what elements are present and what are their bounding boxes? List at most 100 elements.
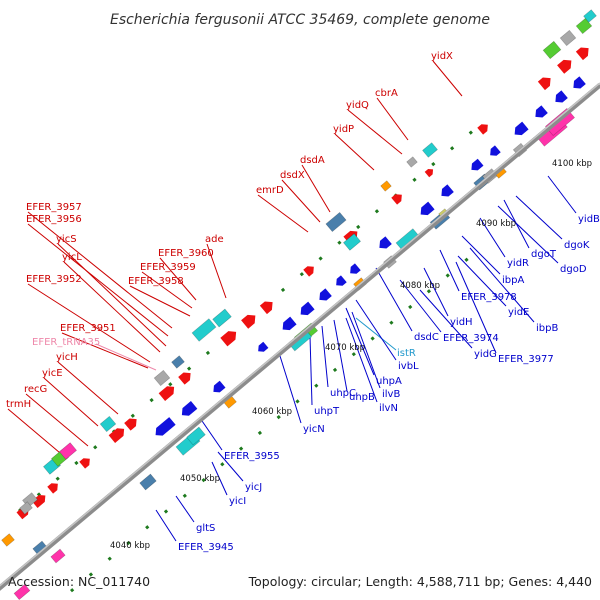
tick-mark (337, 240, 342, 245)
forward-gene (158, 386, 175, 401)
tick-mark (74, 460, 79, 466)
gene-shape (535, 105, 548, 118)
annotation-block (13, 584, 31, 600)
gene-label-reverse: uhpA (376, 376, 402, 387)
label-leader-reverse (399, 279, 442, 333)
reverse-gene (471, 158, 484, 171)
accession-text: Accession: NC_011740 (8, 574, 150, 589)
gene-label-forward: EFER_3951 (60, 323, 116, 334)
label-leader-reverse (515, 195, 563, 240)
tick-mark (145, 525, 150, 530)
gene-label-reverse: EFER_3974 (443, 333, 499, 344)
forward-gene (575, 47, 589, 61)
label-leader-reverse (155, 509, 177, 542)
gene-shape (99, 415, 117, 433)
annotation-block (542, 40, 562, 60)
label-leader-reverse (279, 355, 302, 424)
kbp-marker-4050: 4050 kbp (180, 474, 220, 484)
gene-label-forward: EFER_3958 (128, 276, 184, 287)
label-leader-reverse (321, 325, 329, 388)
label-leader-forward (129, 285, 191, 317)
gene-shape (575, 47, 589, 61)
gene-label-reverse: EFER_3955 (224, 451, 280, 462)
gene-label-forward: dsdA (300, 155, 325, 166)
tick-mark (295, 399, 300, 404)
gene-shape (559, 29, 577, 47)
gene-label-reverse: yidG (474, 349, 497, 360)
label-leader-reverse (199, 417, 223, 451)
label-leader-lines (7, 60, 577, 542)
gene-label-forward: EFER_3956 (26, 214, 82, 225)
label-leader-forward (63, 261, 161, 353)
tick-mark (276, 414, 281, 420)
tick-mark (445, 273, 450, 278)
gene-shape (241, 314, 256, 329)
gene-label-reverse: ibpB (536, 323, 558, 334)
tick-mark (389, 320, 394, 325)
label-leader-forward (432, 60, 463, 97)
gene-shape (350, 263, 361, 274)
forward-gene (424, 168, 434, 178)
tick-mark (374, 209, 380, 214)
gene-label-forward: dsdX (280, 170, 305, 181)
kbp-marker-4100: 4100 kbp (552, 159, 592, 169)
tick-mark (408, 304, 413, 310)
reverse-gene (555, 90, 568, 103)
gene-shape (555, 90, 568, 103)
label-leader-reverse (419, 289, 473, 349)
annotation-block (406, 156, 418, 168)
label-leader-forward (57, 361, 119, 415)
gene-shape (583, 9, 597, 23)
tick-mark (332, 367, 338, 372)
gene-label-reverse: uhpB (349, 392, 375, 403)
tick-mark (88, 572, 94, 577)
tick-mark (318, 256, 323, 261)
kbp-marker-4090: 4090 kbp (476, 219, 516, 229)
gene-label-forward: EFER_3952 (26, 274, 82, 285)
gene-shape (441, 184, 454, 197)
tick-mark (450, 146, 455, 151)
gene-shape (153, 369, 171, 387)
forward-gene (79, 458, 90, 469)
label-leader-forward (43, 377, 99, 427)
gene-label-reverse: dgoT (531, 249, 557, 260)
annotation-block (186, 426, 206, 446)
gene-shape (424, 168, 434, 178)
reverse-gene (300, 301, 315, 316)
label-leader-forward (61, 332, 149, 369)
label-leader-forward (7, 408, 67, 459)
forward-gene (303, 266, 314, 277)
label-leader-reverse (479, 217, 506, 258)
gene-shape (258, 341, 269, 352)
label-leader-is (355, 317, 397, 351)
label-leader-reverse (309, 335, 313, 406)
tick-mark (126, 540, 131, 546)
gene-labels: yidX cbrA yidQ yidP dsdA dsdX emrD ade EFER_3960… (6, 51, 600, 553)
tick-mark (412, 177, 417, 182)
gene-label-reverse: yidB (578, 214, 600, 225)
tick-mark (314, 383, 319, 388)
gene-shape (259, 301, 273, 315)
gene-shape (420, 201, 435, 216)
reverse-gene (441, 184, 454, 197)
tick-mark (205, 350, 211, 355)
annotation-block (19, 501, 33, 515)
tick-mark (168, 382, 173, 387)
gene-shape (303, 266, 314, 277)
gene-shape (186, 426, 206, 446)
gene-label-reverse: EFER_3978 (461, 292, 517, 303)
annotation-block (1, 533, 15, 547)
gene-label-forward: yicE (42, 368, 63, 379)
gene-shape (124, 418, 137, 431)
tick-mark (186, 366, 192, 371)
label-leader-reverse (439, 249, 460, 292)
gene-shape (343, 233, 361, 251)
label-leader-reverse (345, 317, 378, 403)
label-leader-reverse (547, 175, 577, 214)
label-leader-reverse (375, 267, 413, 332)
annotation-block (191, 318, 217, 342)
gene-shape (422, 142, 438, 158)
kbp-markers: 4040 kbp 4050 kbp 4060 kbp 4070 kbp 4080… (110, 159, 592, 551)
label-leader-reverse (469, 247, 535, 323)
